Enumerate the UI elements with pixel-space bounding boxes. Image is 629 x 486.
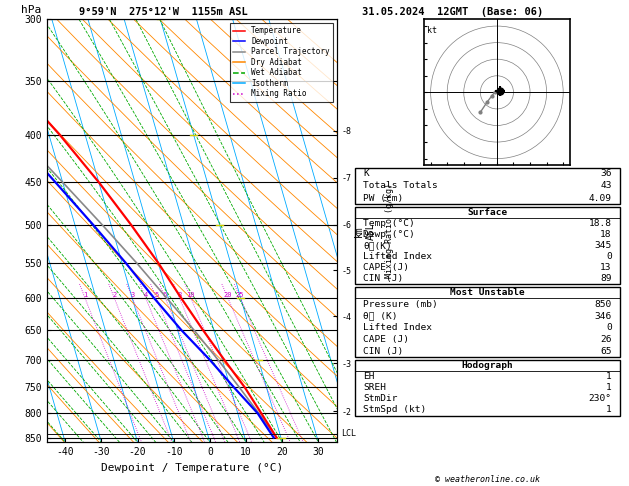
Text: 3: 3 — [130, 292, 135, 298]
Text: 8: 8 — [177, 292, 182, 298]
Text: 43: 43 — [600, 181, 611, 191]
Text: Pressure (mb): Pressure (mb) — [364, 300, 438, 309]
Text: Most Unstable: Most Unstable — [450, 288, 525, 297]
Text: 1: 1 — [606, 405, 611, 415]
Text: 230°: 230° — [589, 394, 611, 403]
Text: 1: 1 — [606, 372, 611, 381]
Text: 0: 0 — [606, 252, 611, 261]
Text: © weatheronline.co.uk: © weatheronline.co.uk — [435, 474, 540, 484]
Text: SREH: SREH — [364, 383, 386, 392]
Text: EH: EH — [364, 372, 375, 381]
Text: Dewp (°C): Dewp (°C) — [364, 230, 415, 239]
Text: 18: 18 — [600, 230, 611, 239]
Text: 25: 25 — [236, 292, 245, 298]
Text: 5: 5 — [154, 292, 159, 298]
Text: 31.05.2024  12GMT  (Base: 06): 31.05.2024 12GMT (Base: 06) — [362, 7, 543, 17]
Text: CIN (J): CIN (J) — [364, 274, 404, 283]
Text: Lifted Index: Lifted Index — [364, 323, 432, 332]
Text: 26: 26 — [600, 335, 611, 344]
Y-axis label: km
ASL: km ASL — [354, 222, 376, 240]
Text: CIN (J): CIN (J) — [364, 347, 404, 356]
Text: 345: 345 — [594, 241, 611, 250]
Text: StmDir: StmDir — [364, 394, 398, 403]
Text: K: K — [364, 169, 369, 178]
Text: CAPE (J): CAPE (J) — [364, 335, 409, 344]
Text: 2: 2 — [112, 292, 116, 298]
Text: 4: 4 — [143, 292, 148, 298]
Text: StmSpd (kt): StmSpd (kt) — [364, 405, 426, 415]
Text: 36: 36 — [600, 169, 611, 178]
Text: Hodograph: Hodograph — [462, 361, 513, 370]
Text: PW (cm): PW (cm) — [364, 193, 404, 203]
Text: 89: 89 — [600, 274, 611, 283]
Text: LCL: LCL — [341, 429, 355, 438]
Text: θᴇ(K): θᴇ(K) — [364, 241, 392, 250]
Text: θᴇ (K): θᴇ (K) — [364, 312, 398, 321]
Text: hPa: hPa — [21, 5, 42, 15]
Text: 18.8: 18.8 — [589, 219, 611, 228]
Text: CAPE (J): CAPE (J) — [364, 263, 409, 272]
Text: 6: 6 — [163, 292, 167, 298]
Text: 346: 346 — [594, 312, 611, 321]
Text: kt: kt — [427, 26, 437, 35]
Text: 9°59'N  275°12'W  1155m ASL: 9°59'N 275°12'W 1155m ASL — [79, 7, 248, 17]
Text: 13: 13 — [600, 263, 611, 272]
Legend: Temperature, Dewpoint, Parcel Trajectory, Dry Adiabat, Wet Adiabat, Isotherm, Mi: Temperature, Dewpoint, Parcel Trajectory… — [230, 23, 333, 102]
Text: 20: 20 — [223, 292, 232, 298]
Text: 4.09: 4.09 — [589, 193, 611, 203]
Text: 10: 10 — [187, 292, 195, 298]
Text: 1: 1 — [83, 292, 87, 298]
Text: Surface: Surface — [467, 208, 508, 217]
Text: 0: 0 — [606, 323, 611, 332]
Text: Totals Totals: Totals Totals — [364, 181, 438, 191]
Text: Temp (°C): Temp (°C) — [364, 219, 415, 228]
Text: Lifted Index: Lifted Index — [364, 252, 432, 261]
Text: 65: 65 — [600, 347, 611, 356]
Text: 1: 1 — [606, 383, 611, 392]
X-axis label: Dewpoint / Temperature (°C): Dewpoint / Temperature (°C) — [101, 463, 283, 473]
Text: Mixing Ratio (g/kg): Mixing Ratio (g/kg) — [386, 183, 394, 278]
Text: 850: 850 — [594, 300, 611, 309]
